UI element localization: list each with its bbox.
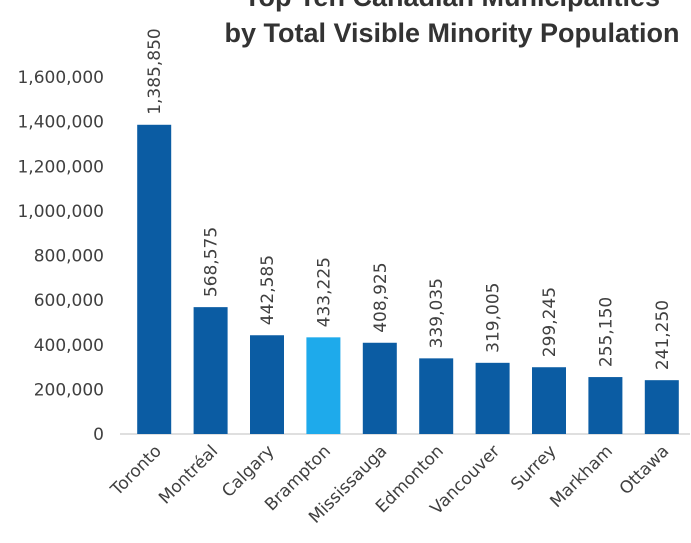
y-tick-label: 800,000 (34, 247, 104, 267)
chart-title: by Total Visible Minority Population (224, 18, 679, 48)
bar (362, 342, 397, 434)
value-label: 319,005 (484, 283, 504, 353)
value-label: 255,150 (596, 297, 616, 367)
bar (419, 358, 454, 434)
value-label: 241,250 (653, 300, 673, 370)
bar (193, 307, 228, 434)
bar (588, 377, 623, 434)
x-tick-label: Ottawa (616, 441, 674, 499)
value-label: 568,575 (202, 227, 222, 297)
value-label: 442,585 (258, 255, 278, 325)
bar (475, 362, 510, 434)
x-tick-label: Surrey (507, 441, 560, 494)
y-tick-label: 400,000 (34, 336, 104, 356)
y-tick-label: 0 (93, 425, 104, 445)
value-label: 1,385,850 (145, 28, 165, 115)
y-tick-label: 200,000 (34, 380, 104, 400)
value-label: 408,925 (371, 262, 391, 332)
bar (532, 367, 566, 434)
value-label: 433,225 (314, 257, 334, 327)
bar (644, 380, 679, 434)
bar (306, 337, 341, 434)
x-tick-label: Markham (546, 441, 616, 511)
bar (137, 124, 172, 434)
x-tick-label: Montréal (155, 441, 222, 508)
y-tick-label: 1,600,000 (17, 68, 104, 88)
chart-title: Top Ten Canadian Municipalities (244, 0, 660, 12)
bar (250, 335, 284, 434)
y-tick-label: 1,200,000 (17, 157, 104, 177)
y-tick-label: 1,400,000 (17, 113, 104, 133)
y-tick-label: 600,000 (34, 291, 104, 311)
value-label: 299,245 (540, 287, 560, 357)
y-tick-label: 1,000,000 (17, 202, 104, 222)
value-label: 339,035 (427, 278, 447, 348)
